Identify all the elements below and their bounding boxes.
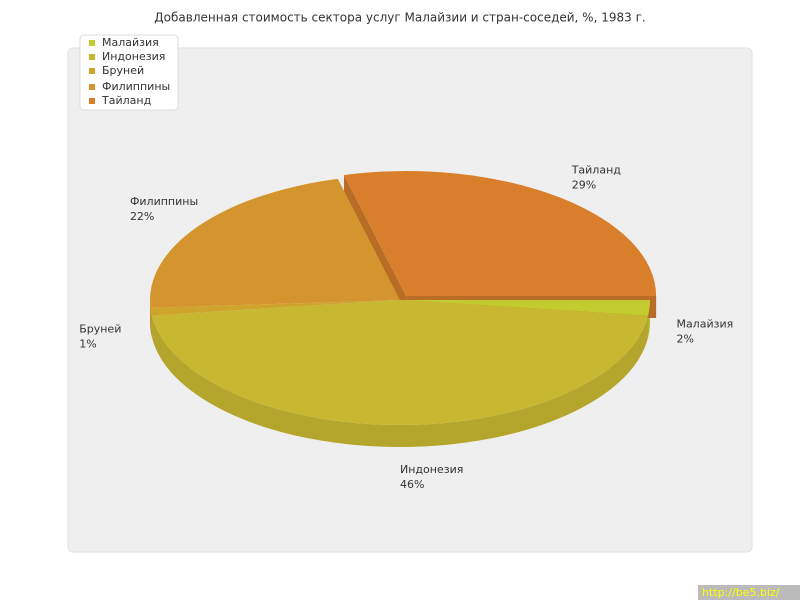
slice-value-label: 46%: [400, 478, 424, 491]
slice-side: [151, 315, 649, 448]
legend-swatch: [89, 84, 95, 90]
watermark: http://be5.biz/: [702, 586, 780, 599]
legend: [79, 34, 179, 111]
slice: [400, 300, 650, 316]
slice: [151, 300, 649, 426]
slice: [149, 178, 400, 308]
legend-label: Тайланд: [101, 94, 152, 107]
legend-label: Бруней: [102, 64, 144, 77]
slice-label: Тайланд: [571, 164, 622, 177]
slice-label: Малайзия: [676, 318, 733, 331]
slice-value-label: 22%: [130, 210, 154, 223]
slice: [150, 300, 400, 316]
slice: [343, 171, 657, 297]
legend-label: Филиппины: [102, 80, 170, 93]
slice-side: [150, 307, 152, 338]
chart-title: Добавленная стоимость сектора услуг Мала…: [154, 11, 645, 25]
slice-label: Индонезия: [400, 463, 463, 476]
legend-swatch: [89, 98, 95, 104]
legend-label: Малайзия: [102, 36, 159, 49]
slice-label: Филиппины: [130, 195, 198, 208]
legend-swatch: [89, 40, 95, 46]
slice-label: Бруней: [79, 323, 121, 336]
slice-value-label: 1%: [79, 338, 96, 351]
legend-label: Индонезия: [102, 50, 165, 63]
slice-value-label: 29%: [572, 179, 596, 192]
legend-swatch: [89, 54, 95, 60]
legend-swatch: [89, 68, 95, 74]
slice-value-label: 2%: [676, 333, 693, 346]
watermark-bg: [698, 585, 800, 600]
